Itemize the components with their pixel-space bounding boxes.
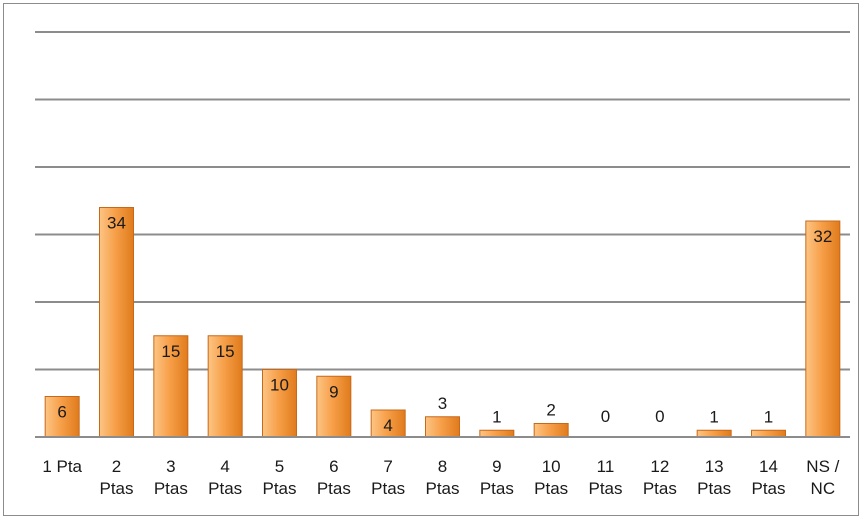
bar <box>425 416 460 438</box>
category-label: 6 Ptas <box>317 457 351 498</box>
bar <box>533 423 569 438</box>
category-label: 8 Ptas <box>425 457 459 498</box>
category-label: 7 Ptas <box>371 457 405 498</box>
value-label: 4 <box>383 416 392 435</box>
value-label: 9 <box>329 382 338 401</box>
category-label: 14 Ptas <box>751 457 785 498</box>
value-label: 15 <box>216 342 235 361</box>
bar <box>153 335 189 438</box>
bar <box>370 409 406 438</box>
category-label: 3 Ptas <box>154 457 188 498</box>
category-label: 1 Pta <box>42 457 82 476</box>
gridlines <box>35 31 850 371</box>
bar <box>262 369 297 438</box>
bar <box>99 207 134 438</box>
value-label: 10 <box>270 376 289 395</box>
value-label: 1 <box>709 407 718 426</box>
value-label: 32 <box>813 227 832 246</box>
category-label: 10 Ptas <box>534 457 568 498</box>
category-label: NS / NC <box>806 457 839 498</box>
value-label: 1 <box>764 407 773 426</box>
value-label: 3 <box>438 394 447 413</box>
value-label: 34 <box>107 214 126 233</box>
value-label: 6 <box>57 403 66 422</box>
value-label: 0 <box>655 407 664 426</box>
category-label: 12 Ptas <box>643 457 677 498</box>
category-label: 2 Ptas <box>99 457 133 498</box>
bar <box>207 335 243 438</box>
value-label: 15 <box>161 342 180 361</box>
bar <box>751 429 786 438</box>
category-label: 13 Ptas <box>697 457 731 498</box>
value-label: 0 <box>601 407 610 426</box>
category-label: 4 Ptas <box>208 457 242 498</box>
bar <box>316 375 352 438</box>
category-label: 11 Ptas <box>588 457 622 498</box>
bar <box>805 220 841 438</box>
value-label: 2 <box>546 401 555 420</box>
category-label: 5 Ptas <box>262 457 296 498</box>
value-labels: 6 34 15 15 10 9 4 3 1 2 0 0 1 1 32 <box>57 214 832 436</box>
bar <box>479 429 515 438</box>
bars <box>44 207 841 438</box>
bar <box>44 396 80 438</box>
bar <box>696 429 732 438</box>
category-label: 9 Ptas <box>480 457 514 498</box>
value-label: 1 <box>492 407 501 426</box>
category-labels: 1 Pta 2 Ptas 3 Ptas 4 Ptas 5 Ptas 6 Ptas 7 Ptas 8 Ptas… <box>42 457 839 498</box>
